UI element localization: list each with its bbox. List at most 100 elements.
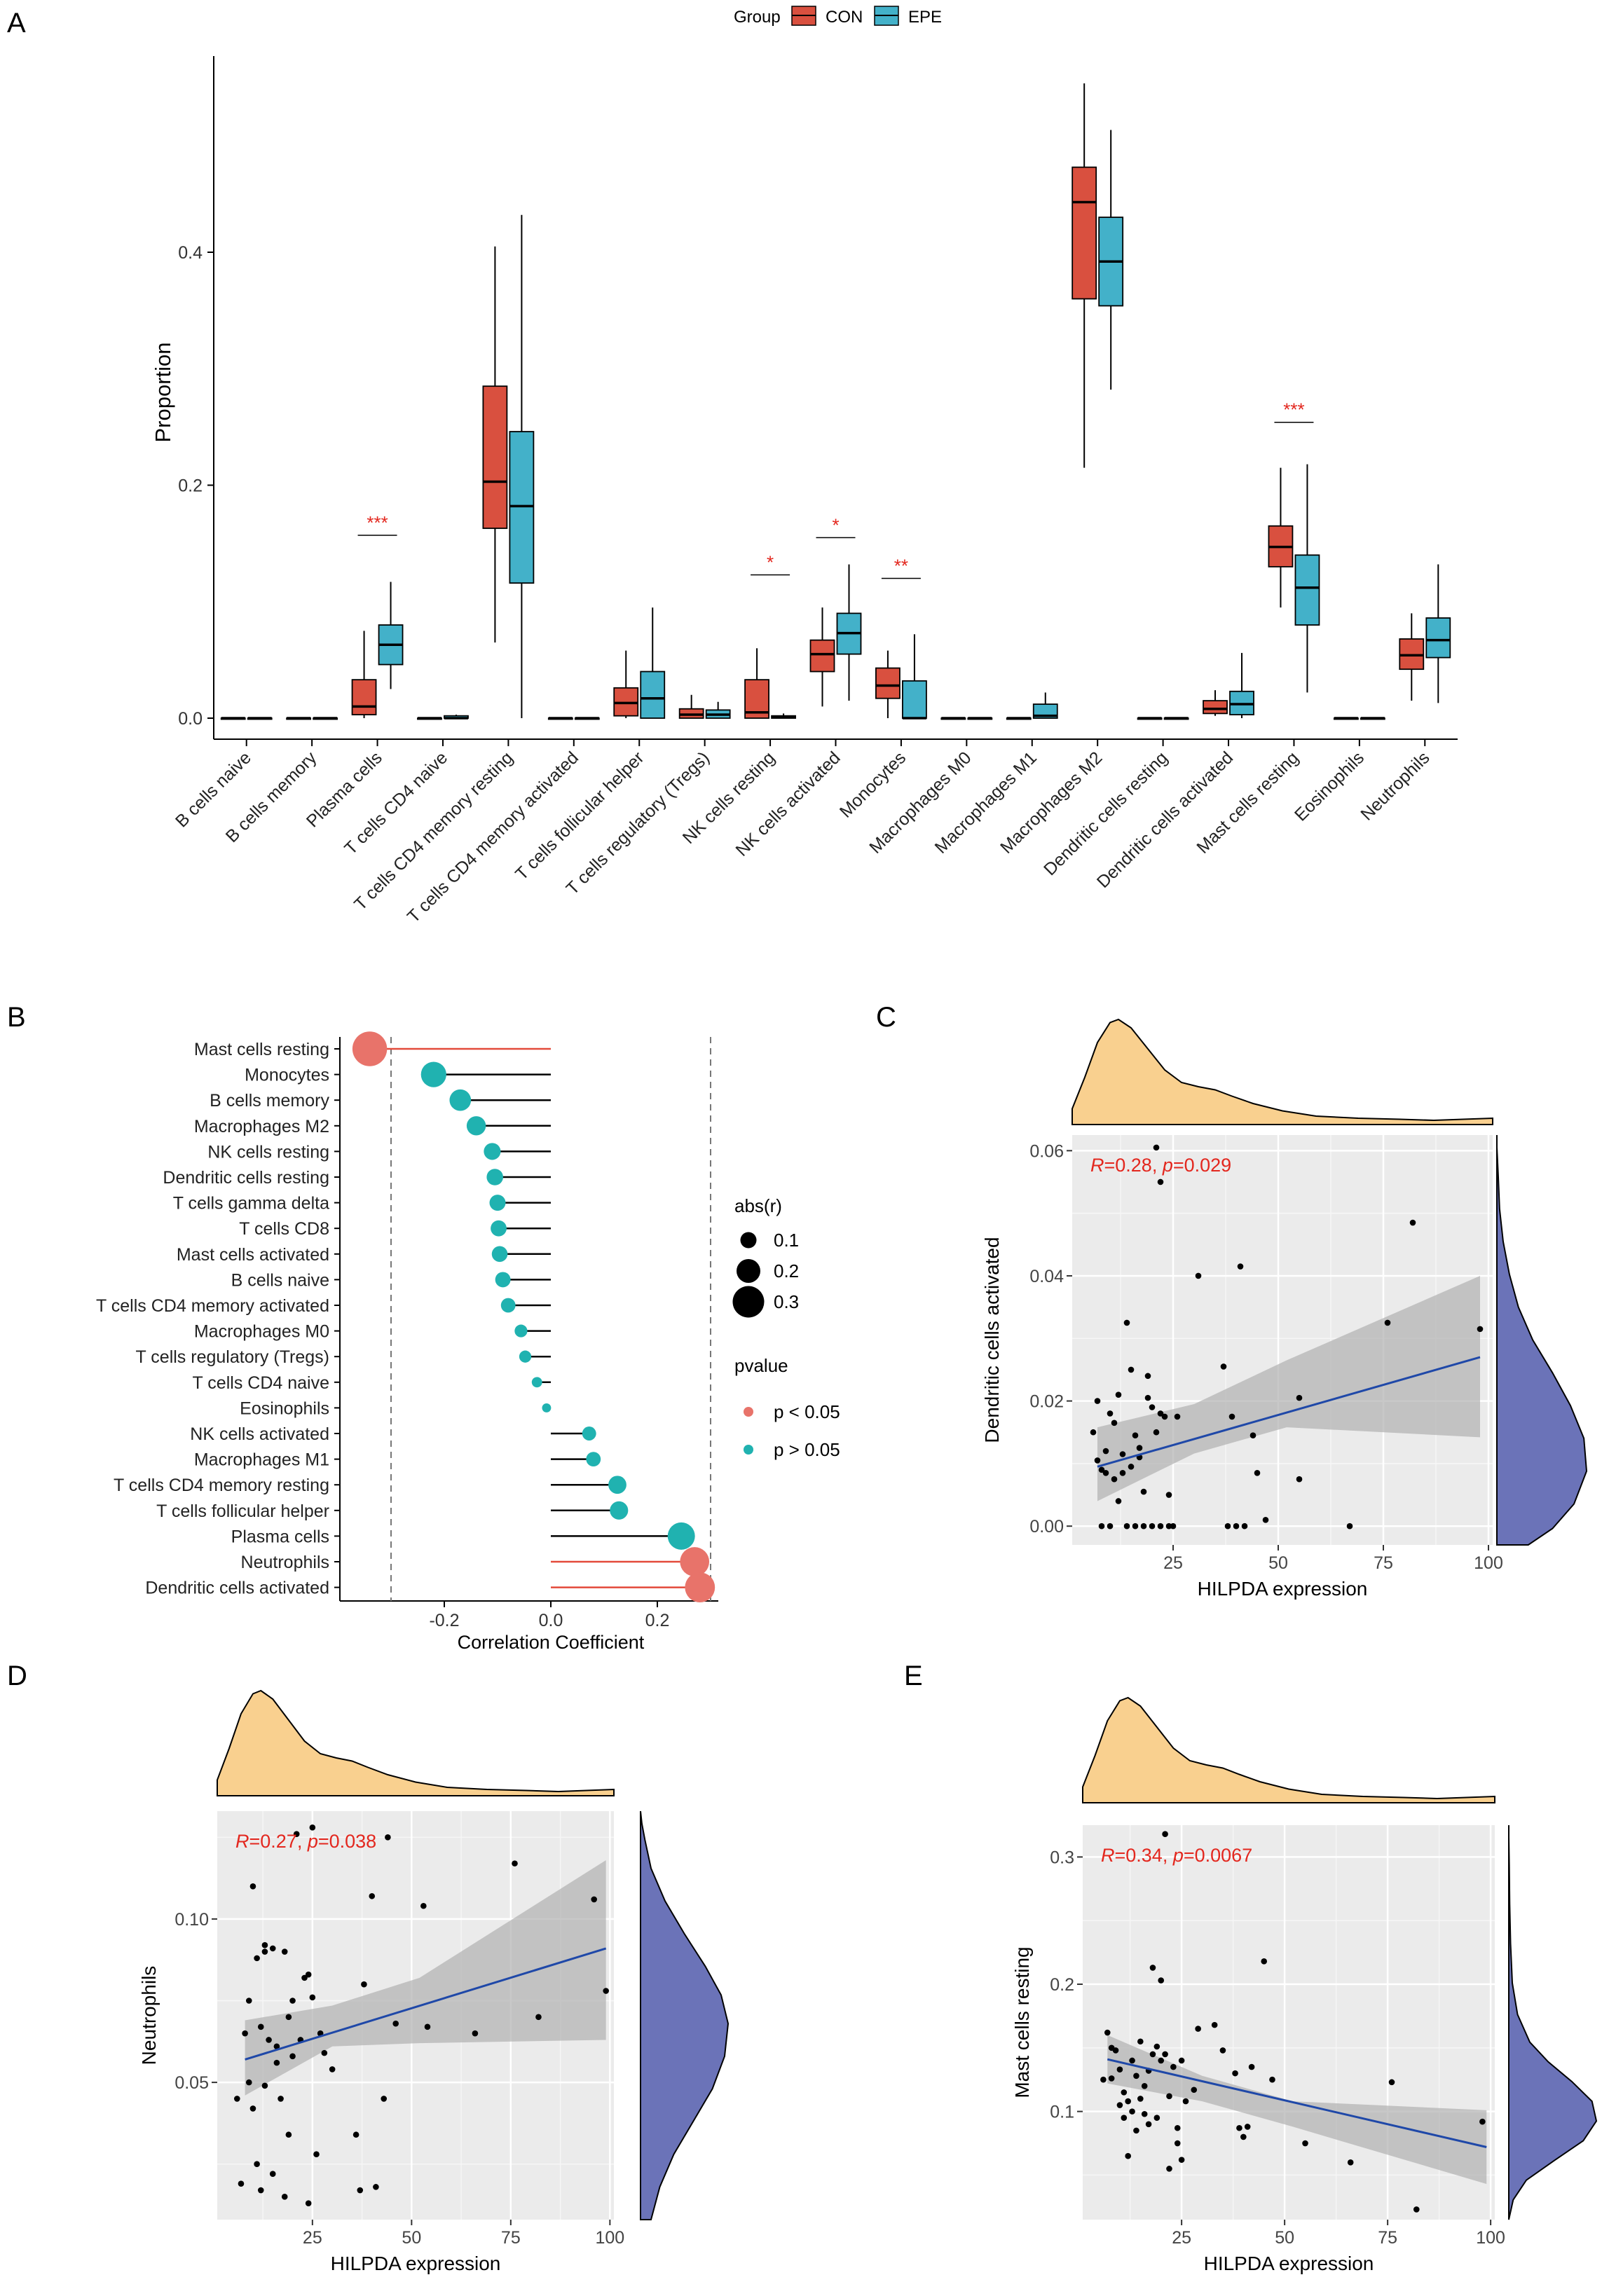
lollipop-point [352,1031,388,1066]
lollipop-point [495,1272,511,1288]
scatter-point [261,2082,268,2089]
scatter-point [1166,2093,1172,2100]
correlation-annotation: R=0.28, p=0.029 [1090,1155,1231,1176]
lollipop-point [500,1298,516,1313]
box-con-box [351,679,377,715]
x-tick-label: 100 [595,2228,624,2248]
scatter-point [281,1948,288,1955]
scatter-point [1195,1272,1202,1279]
scatter-point [249,1883,256,1890]
lollipop-point [667,1522,695,1550]
top-density [217,1689,615,1796]
y-tick-label: 0.00 [1029,1517,1064,1537]
scatter-point [254,2161,260,2168]
box-epe-box [902,680,927,719]
panel-e-scatter: 25 50 75 100 0.1 0.2 0.3 R=0.34, p=0.0067 HILPDA… [1011,1696,1598,2274]
lollipop-point [531,1377,542,1388]
scatter-point [1119,1451,1126,1457]
lollipop-point [491,1220,507,1237]
box-epe-box [1425,617,1451,659]
annotation-r-value: =0.28, [1104,1155,1163,1176]
y-tick-label: 0.2 [1050,1975,1074,1995]
scatter-point [1178,2057,1185,2064]
scatter-point [1116,2102,1123,2108]
color-legend-label: p < 0.05 [774,1401,840,1422]
scatter-point [281,2194,288,2200]
scatter-point [1149,2051,1156,2058]
x-axis-label: HILPDA expression [1204,2253,1374,2274]
size-legend-dot [740,1232,757,1249]
scatter-point [234,2096,240,2102]
significance-label: * [767,552,774,573]
lollipop-point [514,1324,528,1338]
scatter-point [1346,1522,1353,1529]
y-tick-label: NK cells activated [190,1424,329,1444]
y-tick-label: T cells follicular helper [156,1501,329,1521]
scatter-point [1128,1366,1135,1373]
scatter-point [420,1902,427,1909]
scatter-point [254,1955,260,1962]
y-tick-label: Eosinophils [240,1398,329,1418]
scatter-point [1244,2124,1251,2130]
scatter-point [1104,2029,1111,2036]
size-legend-dot [732,1286,765,1318]
y-axis-label: Mast cells resting [1011,1946,1033,2098]
scatter-point [1107,1522,1114,1529]
scatter-point [1413,2206,1420,2213]
significance-label: ** [894,556,908,577]
scatter-point [1388,2079,1395,2086]
significance-label: * [832,514,839,535]
size-legend-label: 0.2 [774,1260,799,1281]
scatter-point [1162,2051,1168,2058]
scatter-point [1125,2098,1131,2105]
y-tick-label: T cells CD4 memory activated [96,1296,329,1316]
annotation-p-symbol: p [1172,1845,1184,1866]
legend-title: Group [734,8,781,27]
x-tick-label: 50 [1268,1553,1288,1573]
scatter-point [1141,2110,1148,2117]
scatter-point [309,1824,316,1831]
y-tick-label: B cells memory [210,1091,329,1111]
scatter-point [361,1981,367,1988]
scatter-point [1149,1522,1156,1529]
y-tick-label: 0.10 [174,1910,209,1930]
scatter-point [1111,1476,1118,1483]
scatter-point [1166,2166,1172,2172]
panel-c-scatter: 25 50 75 100 0.00 0.02 0.04 0.06 R=0.28, p=0.029… [981,1018,1588,1600]
scatter-point [1262,1516,1269,1523]
size-legend-label: 0.1 [774,1230,799,1251]
scatter-point [1121,2115,1128,2122]
scatter-point [1219,2047,1226,2054]
scatter-point [1102,1469,1109,1476]
scatter-point [1158,2057,1165,2064]
scatter-point [1108,2075,1115,2082]
x-tick-label: Neutrophils [1357,748,1433,824]
x-tick-label: 0.2 [645,1611,670,1630]
x-tick-label: 0.0 [539,1611,563,1630]
scatter-point [1211,2021,1218,2028]
annotation-r-value: =0.27, [249,1831,308,1852]
scatter-point [603,1988,609,1994]
confidence-band [245,1860,606,2096]
lollipop-point [608,1476,627,1494]
scatter-point [1140,1522,1147,1529]
lollipop-point [449,1089,472,1111]
color-legend-label: p > 0.05 [774,1439,840,1460]
scatter-point [1153,1144,1160,1151]
scatter-point [1158,1977,1165,1984]
scatter-point [329,2066,336,2072]
confidence-band [1107,2035,1487,2185]
regression-line [1107,2058,1487,2148]
panel-letter-e: E [904,1661,923,1691]
legend-label-con: CON [826,8,863,27]
scatter-point [1165,1492,1172,1498]
y-tick-label: Monocytes [245,1066,329,1085]
scatter-point [1178,2157,1185,2163]
correlation-annotation: R=0.34, p=0.0067 [1101,1845,1252,1866]
scatter-point [1129,2108,1135,2115]
scatter-point [1145,2121,1152,2128]
scatter-point [1119,1469,1126,1476]
annotation-p-symbol: p [307,1831,318,1852]
x-axis-label: HILPDA expression [331,2253,501,2274]
